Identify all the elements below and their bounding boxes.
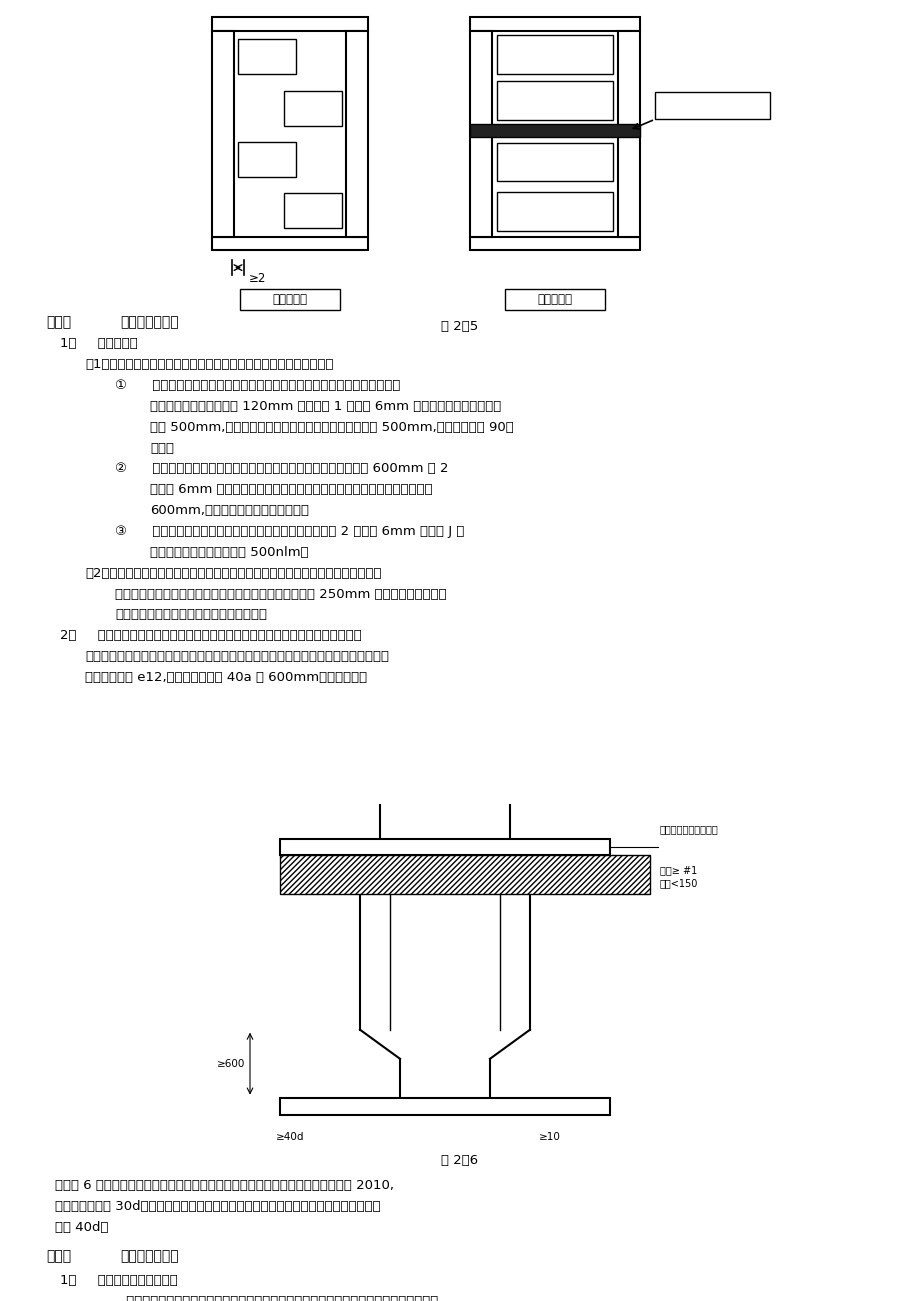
Text: （2）过梁的设置。过梁的形式有：砖筑钉筋砖过梁、实心破半拱式过梁、现浇或预: （2）过梁的设置。过梁的形式有：砖筑钉筋砖过梁、实心破半拱式过梁、现浇或预 xyxy=(85,567,381,580)
Text: 1、     砖体结构。: 1、 砖体结构。 xyxy=(60,337,138,350)
Text: 图 2－5: 图 2－5 xyxy=(441,320,478,333)
Text: 根直径 6mm 的拉结筋。拉结筋埋入长度，从留摐处算起，每边均不应小于: 根直径 6mm 的拉结筋。拉结筋埋入长度，从留摐处算起，每边均不应小于 xyxy=(150,484,432,497)
Bar xyxy=(279,839,609,855)
Bar xyxy=(470,237,640,250)
Bar xyxy=(496,81,612,120)
Text: （四）: （四） xyxy=(46,1249,71,1263)
Bar xyxy=(505,289,605,310)
Bar xyxy=(284,91,342,126)
Text: 八度区不少于 e12,锹固长度不少于 40a 和 600mm。箍筋直径最: 八度区不少于 e12,锹固长度不少于 40a 和 600mm。箍筋直径最 xyxy=(85,671,367,684)
Text: 超过 500mm,埋入长度从墙的留摐处算起，每边均不小于 500mm,钉筋末端应有 90。: 超过 500mm,埋入长度从墙的留摐处算起，每边均不小于 500mm,钉筋末端应… xyxy=(150,420,513,433)
Text: 结筋，拉结筋的数量为每 120mm 墙厚放置 1 根直径 6mm 的钉筋，间距沿墙高不得: 结筋，拉结筋的数量为每 120mm 墙厚放置 1 根直径 6mm 的钉筋，间距沿… xyxy=(150,399,501,412)
Bar xyxy=(496,143,612,181)
Text: 叠合错洞墙: 叠合错洞墙 xyxy=(537,293,572,306)
Text: ≥2: ≥2 xyxy=(249,272,267,285)
Text: ③      加气混凝土（粉煤琅）砖块墙：施工洞口上部应放置 2 根直径 6mm 的钉筋 J 申: ③ 加气混凝土（粉煤琅）砖块墙：施工洞口上部应放置 2 根直径 6mm 的钉筋 … xyxy=(115,526,464,539)
Bar xyxy=(284,194,342,229)
Text: 断面尺寸及配筋一定要经过计算方能确定。: 断面尺寸及配筋一定要经过计算方能确定。 xyxy=(115,609,267,622)
Bar xyxy=(618,31,640,237)
Bar xyxy=(240,289,340,310)
Text: 弯钉。: 弯钉。 xyxy=(150,441,174,454)
Text: 施工洞填筑方法: 施工洞填筑方法 xyxy=(119,1249,178,1263)
Text: ≥40d: ≥40d xyxy=(276,1132,304,1142)
Text: 间距<150: 间距<150 xyxy=(659,878,698,889)
Bar xyxy=(654,92,769,120)
Text: 600mm,钉筋外露部分不得任意弯折。: 600mm,钉筋外露部分不得任意弯折。 xyxy=(150,505,309,518)
Bar xyxy=(279,1098,609,1115)
Text: ②      混凝土空心砖块墙：在洞顶部设置混凝土过梁。洞口两侧每隔 600mm 设 2: ② 混凝土空心砖块墙：在洞顶部设置混凝土过梁。洞口两侧每隔 600mm 设 2 xyxy=(115,462,448,475)
Text: 一般错洞墙: 一般错洞墙 xyxy=(272,293,307,306)
Text: 填砖临时洞口时，应清除墙面粘结的砂浆、泥浆和杂物，并洒水湿演，再用与原墙相同的: 填砖临时洞口时，应清除墙面粘结的砂浆、泥浆和杂物，并洒水湿演，再用与原墙相同的 xyxy=(105,1294,437,1301)
Text: （1）在砖体上留施工洞时，洞口顶部必须设置过梁。洞口构造如下：: （1）在砖体上留施工洞时，洞口顶部必须设置过梁。洞口构造如下： xyxy=(85,358,334,371)
Bar xyxy=(470,17,640,31)
Bar xyxy=(238,142,296,177)
Text: 小为巾 6 纵向钉筋端头，如下图所示。洞口两侧应设置竖向构造钉筋，每边不少于 2010,: 小为巾 6 纵向钉筋端头，如下图所示。洞口两侧应设置竖向构造钉筋，每边不少于 2… xyxy=(55,1179,393,1192)
Text: ≥10: ≥10 xyxy=(539,1132,561,1142)
Text: 设计算确定直径和根数: 设计算确定直径和根数 xyxy=(659,824,718,834)
Text: 小于 40d。: 小于 40d。 xyxy=(55,1220,108,1233)
Text: 锹固长度不少于 30d。洞口处原墙体水平、竖向配筋应断开，断开长度（即外露长度）不: 锹固长度不少于 30d。洞口处原墙体水平、竖向配筋应断开，断开长度（即外露长度）… xyxy=(55,1200,380,1213)
Bar xyxy=(496,193,612,232)
Text: 过洞口两边长度每边不小于 500nlm。: 过洞口两边长度每边不小于 500nlm。 xyxy=(150,546,308,559)
Text: 1、     砖体墙体洞口的填筑：: 1、 砖体墙体洞口的填筑： xyxy=(60,1274,177,1287)
Bar xyxy=(211,17,368,31)
Text: 置过梁，其钉筋应按计算配置，并应征得设计人员同意。并不得低于下述构造要求，在: 置过梁，其钉筋应按计算配置，并应征得设计人员同意。并不得低于下述构造要求，在 xyxy=(85,650,389,664)
Bar xyxy=(211,237,368,250)
Text: （三）: （三） xyxy=(46,315,71,329)
Text: 箍筋≥ #1: 箍筋≥ #1 xyxy=(659,865,697,874)
Text: 施工洞构造要求: 施工洞构造要求 xyxy=(119,315,178,329)
Bar xyxy=(346,31,368,237)
Bar xyxy=(496,35,612,74)
Text: 2、     钉筋混凝土结构。在钉筋混凝土墙上留施工洞，在无暗框架时，洞顶必须设: 2、 钉筋混凝土结构。在钉筋混凝土墙上留施工洞，在无暗框架时，洞顶必须设 xyxy=(60,630,361,643)
Text: ①      烧结普通粘土砖墙：洞口两侧需留成直摐，但必须做成凸摐，并加设拉: ① 烧结普通粘土砖墙：洞口两侧需留成直摐，但必须做成凸摐，并加设拉 xyxy=(115,379,400,392)
Bar xyxy=(238,39,296,74)
Text: 暗框架配筋: 暗框架配筋 xyxy=(694,99,729,112)
Text: 制混凝土过梁。选择过梁长度时，一定要保证每边不小于 250mm 的支承长度。过梁的: 制混凝土过梁。选择过梁长度时，一定要保证每边不小于 250mm 的支承长度。过梁… xyxy=(115,588,446,601)
Bar xyxy=(279,855,650,894)
Text: 图 2－6: 图 2－6 xyxy=(441,1154,478,1167)
Text: ≥600: ≥600 xyxy=(216,1059,244,1068)
Bar xyxy=(211,31,233,237)
Bar xyxy=(470,31,492,237)
Bar xyxy=(470,124,640,137)
